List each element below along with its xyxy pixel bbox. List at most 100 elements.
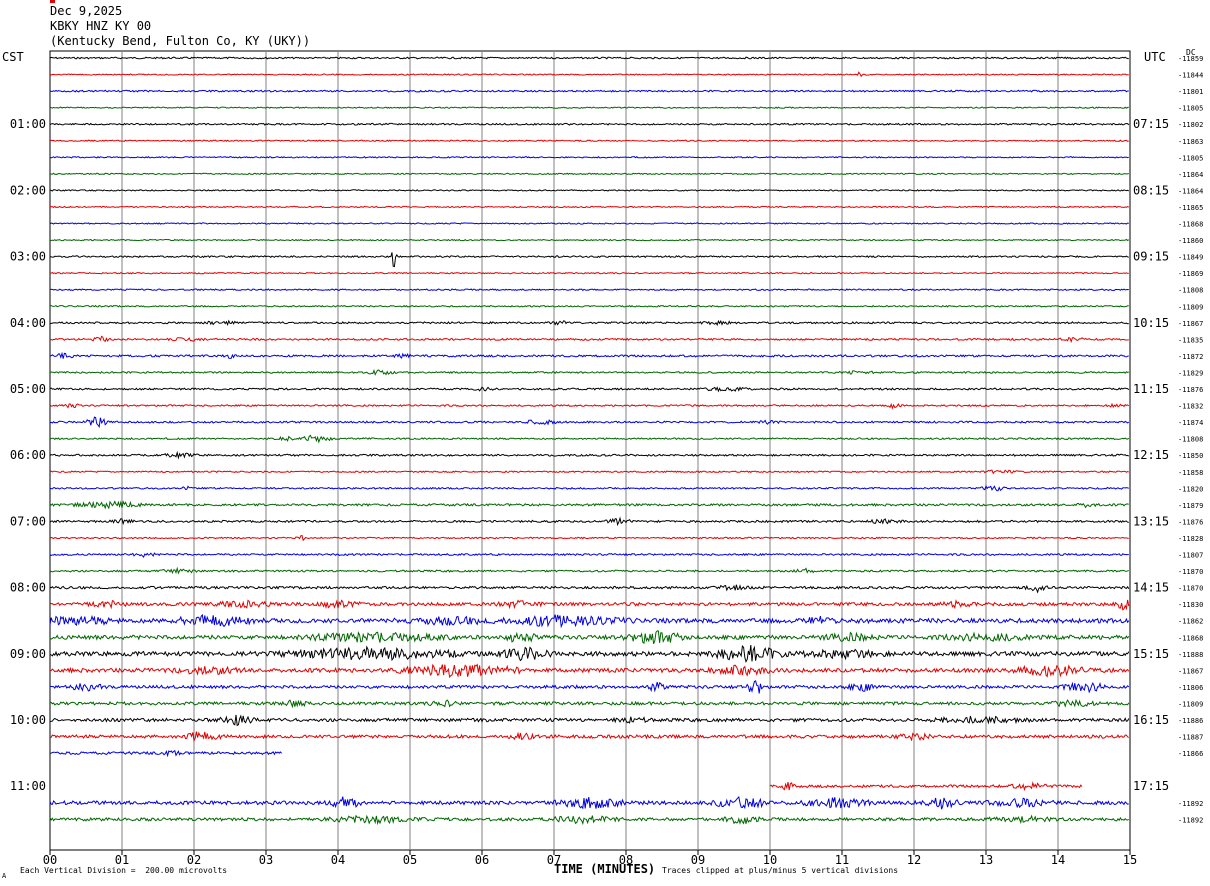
dc-offset-label: -11807 bbox=[1178, 552, 1203, 560]
dc-offset-label: -11801 bbox=[1178, 88, 1203, 96]
trace-line bbox=[49, 402, 1130, 410]
x-axis-title: TIME (MINUTES) bbox=[554, 862, 656, 876]
right-time-label: 09:15 bbox=[1133, 250, 1169, 264]
right-time-label: 14:15 bbox=[1133, 581, 1169, 595]
trace-line bbox=[49, 89, 1129, 93]
trace-line bbox=[50, 680, 1130, 694]
corner-mark: A bbox=[2, 872, 7, 880]
right-time-label: 17:15 bbox=[1133, 779, 1169, 793]
dc-offset-label: -11868 bbox=[1178, 221, 1203, 229]
x-tick-label: 03 bbox=[259, 853, 273, 867]
dc-offset-label: -11867 bbox=[1178, 320, 1203, 328]
trace-line bbox=[49, 663, 1130, 679]
trace-line bbox=[50, 698, 1130, 709]
left-timezone-label: CST bbox=[2, 50, 24, 64]
right-time-label: 13:15 bbox=[1133, 514, 1169, 528]
trace-line bbox=[49, 304, 1129, 308]
left-time-label: 10:00 bbox=[10, 713, 46, 727]
trace-line bbox=[50, 288, 1129, 292]
x-tick-label: 13 bbox=[979, 853, 993, 867]
station-code: KBKY HNZ KY 00 bbox=[50, 19, 152, 33]
trace-line bbox=[49, 814, 1130, 826]
right-time-label: 08:15 bbox=[1133, 183, 1169, 197]
x-tick-label: 00 bbox=[43, 853, 57, 867]
trace-line bbox=[49, 189, 1130, 192]
dc-offset-label: -11802 bbox=[1178, 121, 1203, 129]
left-time-label: 03:00 bbox=[10, 250, 46, 264]
trace-line bbox=[49, 566, 1129, 575]
dc-offset-label: -11828 bbox=[1178, 535, 1203, 543]
dc-offset-label: -11862 bbox=[1178, 618, 1203, 626]
dc-offset-label: -11870 bbox=[1178, 568, 1203, 576]
dc-offset-label: -11809 bbox=[1178, 303, 1203, 311]
dc-offset-label: -11844 bbox=[1178, 72, 1203, 80]
trace-line bbox=[49, 319, 1129, 327]
trace-line bbox=[49, 139, 1129, 142]
dc-offset-label: -11888 bbox=[1178, 651, 1203, 659]
trace-line bbox=[49, 56, 1129, 60]
right-time-label: 15:15 bbox=[1133, 647, 1169, 661]
x-tick-label: 04 bbox=[331, 853, 345, 867]
trace-line bbox=[49, 222, 1129, 225]
x-tick-label: 06 bbox=[475, 853, 489, 867]
dc-offset-label: -11809 bbox=[1178, 700, 1203, 708]
dc-offset-label: -11806 bbox=[1178, 684, 1203, 692]
left-time-label: 05:00 bbox=[10, 382, 46, 396]
dc-offset-label: -11869 bbox=[1178, 270, 1203, 278]
clip-note: Traces clipped at plus/minus 5 vertical … bbox=[662, 866, 899, 875]
trace-line bbox=[49, 749, 282, 758]
trace-line bbox=[49, 516, 1129, 527]
trace-line bbox=[49, 434, 1130, 444]
dc-offset-label: -11867 bbox=[1178, 667, 1203, 675]
dc-offset-label: -11874 bbox=[1178, 419, 1203, 427]
trace-line bbox=[49, 795, 1129, 810]
dc-offset-label: -11858 bbox=[1178, 469, 1203, 477]
trace-line bbox=[49, 386, 1130, 393]
x-tick-label: 05 bbox=[403, 853, 417, 867]
trace-line bbox=[50, 271, 1129, 275]
left-time-label: 04:00 bbox=[10, 316, 46, 330]
dc-offset-label: -11849 bbox=[1178, 254, 1203, 262]
trace-line bbox=[49, 238, 1130, 242]
right-time-label: 12:15 bbox=[1133, 448, 1169, 462]
dc-offset-label: -11868 bbox=[1178, 634, 1203, 642]
dc-offset-label: -11892 bbox=[1178, 800, 1203, 808]
dc-offset-label: -11829 bbox=[1178, 369, 1203, 377]
left-time-label: 02:00 bbox=[10, 183, 46, 197]
dc-offset-label: -11887 bbox=[1178, 734, 1203, 742]
trace-line bbox=[49, 484, 1129, 492]
left-time-label: 06:00 bbox=[10, 448, 46, 462]
dc-offset-header: DC bbox=[1186, 48, 1196, 57]
x-tick-label: 01 bbox=[115, 853, 129, 867]
x-tick-label: 09 bbox=[691, 853, 705, 867]
trace-line bbox=[49, 106, 1129, 109]
x-tick-label: 14 bbox=[1051, 853, 1065, 867]
dc-offset-label: -11805 bbox=[1178, 154, 1203, 162]
x-tick-label: 12 bbox=[907, 853, 921, 867]
right-timezone-label: UTC bbox=[1144, 50, 1166, 64]
dc-offset-label: -11864 bbox=[1178, 171, 1203, 179]
trace-line bbox=[49, 714, 1130, 727]
trace-line bbox=[49, 351, 1129, 359]
right-time-label: 16:15 bbox=[1133, 713, 1169, 727]
station-location: (Kentucky Bend, Fulton Co, KY (UKY)) bbox=[50, 34, 311, 48]
left-time-label: 01:00 bbox=[10, 117, 46, 131]
dc-offset-label: -11886 bbox=[1178, 717, 1203, 725]
x-tick-label: 10 bbox=[763, 853, 777, 867]
title-marker bbox=[50, 0, 55, 3]
scale-note: Each Vertical Division = 200.00 microvol… bbox=[20, 866, 228, 875]
trace-line bbox=[49, 644, 1130, 664]
dc-offset-label: -11805 bbox=[1178, 105, 1203, 113]
right-time-label: 11:15 bbox=[1133, 382, 1169, 396]
trace-line bbox=[49, 416, 1130, 429]
left-time-label: 08:00 bbox=[10, 581, 46, 595]
trace-line bbox=[49, 172, 1129, 176]
dc-offset-label: -11863 bbox=[1178, 138, 1203, 146]
trace-line bbox=[49, 71, 1129, 78]
dc-offset-label: -11832 bbox=[1178, 403, 1203, 411]
dc-offset-label: -11870 bbox=[1178, 585, 1203, 593]
dc-offset-label: -11820 bbox=[1178, 485, 1203, 493]
trace-line bbox=[49, 450, 1130, 460]
dc-offset-label: -11835 bbox=[1178, 336, 1203, 344]
